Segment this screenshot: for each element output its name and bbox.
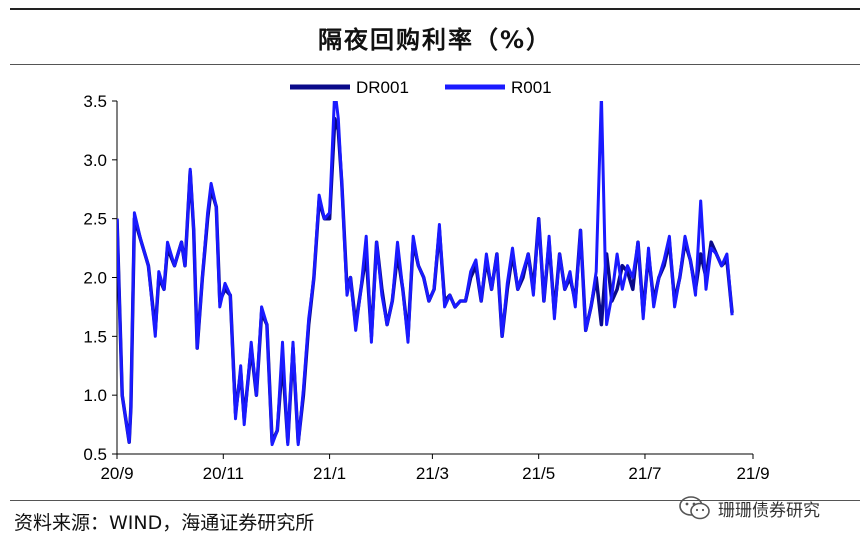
watermark-text: 珊珊债券研究 bbox=[718, 500, 820, 521]
x-tick-label: 21/9 bbox=[736, 464, 769, 483]
y-tick-label: 1.5 bbox=[83, 327, 107, 346]
x-tick-label: 21/1 bbox=[313, 464, 346, 483]
chart-title: 隔夜回购利率（%） bbox=[317, 25, 553, 54]
x-tick-label: 20/11 bbox=[203, 464, 244, 483]
footer-divider bbox=[10, 500, 860, 501]
x-tick-label: 21/3 bbox=[416, 464, 449, 483]
x-tick-label: 21/5 bbox=[522, 464, 555, 483]
chart-title-bar: 隔夜回购利率（%） bbox=[10, 8, 860, 65]
y-tick-label: 2.5 bbox=[83, 210, 107, 229]
x-tick-label: 20/9 bbox=[100, 464, 133, 483]
watermark: 珊珊债券研究 bbox=[678, 494, 820, 522]
legend-label-dr001: DR001 bbox=[356, 78, 409, 97]
y-tick-label: 0.5 bbox=[83, 445, 107, 464]
series-line-r001 bbox=[117, 101, 734, 447]
source-note: 资料来源：WIND，海通证券研究所 bbox=[14, 512, 315, 534]
y-tick-label: 3.0 bbox=[83, 151, 107, 170]
legend-label-r001: R001 bbox=[511, 78, 552, 97]
y-tick-label: 2.0 bbox=[83, 269, 107, 288]
wechat-icon bbox=[679, 496, 710, 520]
y-tick-label: 1.0 bbox=[83, 386, 107, 405]
line-chart: 0.5 1.0 1.5 2.0 2.5 3.0 3.5 20/9 20/11 21/1 21/3 21… bbox=[83, 78, 769, 483]
x-tick-label: 21/7 bbox=[628, 464, 661, 483]
y-tick-label: 3.5 bbox=[83, 92, 107, 111]
